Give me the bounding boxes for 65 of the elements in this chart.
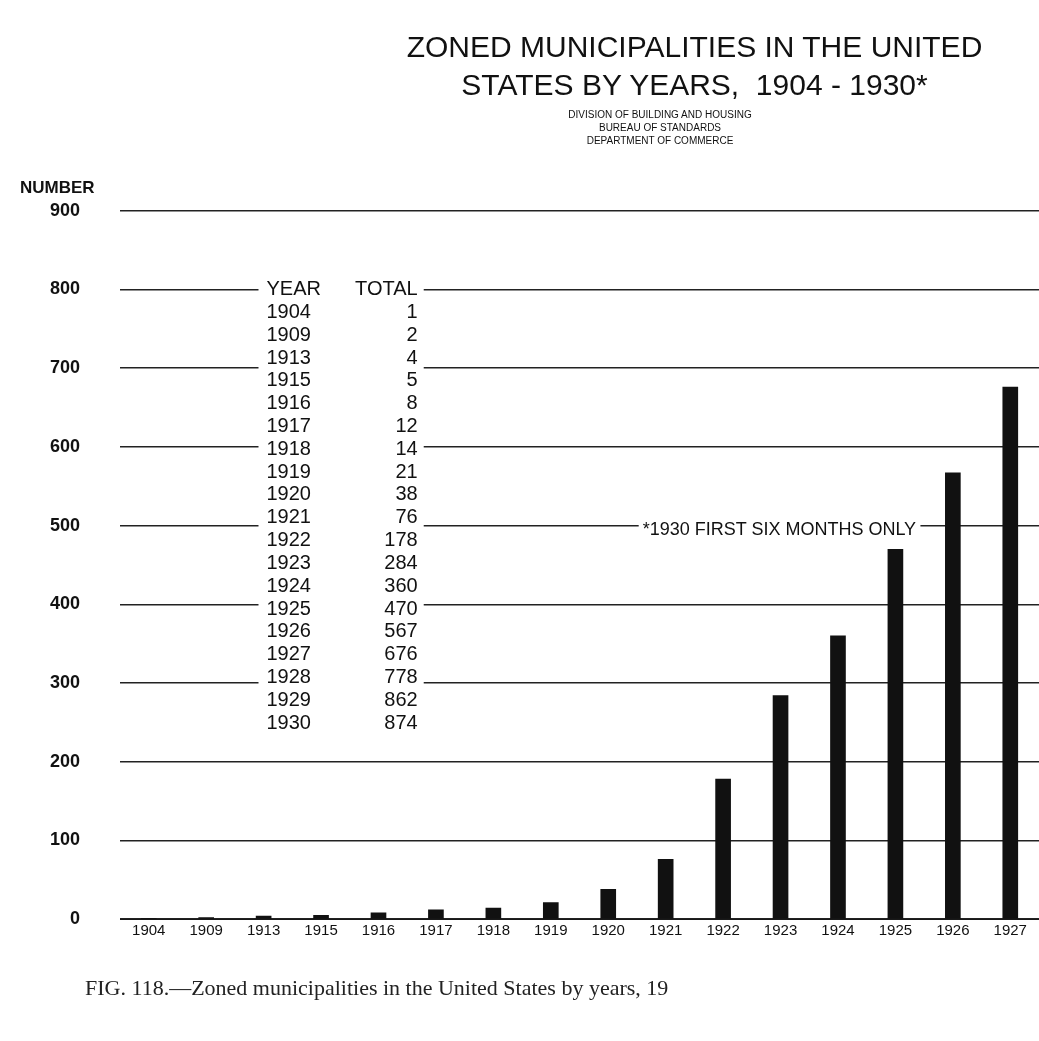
text: 1921 76	[266, 505, 418, 528]
text: 1922 178	[266, 528, 418, 551]
x-tick-label: 1913	[246, 921, 281, 939]
text: 1924 360	[266, 573, 418, 596]
y-axis-title: NUMBER	[20, 177, 95, 197]
bar	[428, 909, 444, 919]
text: 1913 4	[266, 345, 418, 368]
x-tick-label: 1924	[821, 921, 855, 939]
annotation: *1930 FIRST SIX MONTHS ONLY	[642, 518, 917, 539]
text: 1917 12	[266, 413, 418, 436]
x-tick-label: 1927	[993, 921, 1027, 939]
text: 1920 38	[266, 482, 418, 505]
y-tick-label: 100	[49, 829, 81, 850]
text: 1926 567	[266, 619, 418, 642]
text: 1927 676	[266, 642, 418, 665]
bar	[772, 695, 789, 919]
y-tick-label: 600	[49, 435, 81, 456]
y-tick-label: 300	[49, 672, 81, 693]
text: 1923 284	[266, 550, 418, 573]
bar	[485, 907, 502, 919]
x-tick-label: 1921	[648, 921, 683, 939]
bar	[255, 915, 272, 919]
x-tick-label: 1917	[419, 921, 453, 939]
x-tick-label: 1926	[936, 921, 970, 939]
x-tick-label: 1918	[476, 921, 511, 939]
bar	[600, 888, 617, 919]
y-tick-label: 200	[49, 750, 81, 771]
text: 1930 874	[266, 710, 418, 733]
text: 1916 8	[266, 391, 418, 414]
text: 1915 5	[266, 368, 418, 391]
y-tick-label: 900	[49, 199, 81, 220]
y-tick-label: 700	[49, 357, 81, 378]
text: 1909 2	[266, 322, 418, 345]
bar	[887, 548, 904, 919]
y-tick-label: 0	[70, 908, 81, 929]
chart-title: ZONED MUNICIPALITIES IN THE UNITED STATES BY YEARS, 1904 - 1930*	[405, 29, 984, 103]
x-tick-label: 1920	[591, 921, 625, 939]
bar	[1002, 386, 1019, 919]
text: 1904 1	[266, 299, 418, 322]
y-tick-label: 400	[49, 593, 81, 614]
text: 1919 21	[266, 459, 418, 482]
x-tick-label: 1916	[361, 921, 396, 939]
chart-subtitle: DIVISION OF BUILDING AND HOUSING BUREAU OF STANDARDS DEPARTMENT OF COMMERCE	[567, 108, 753, 147]
x-tick-label: 1915	[304, 921, 338, 939]
x-tick-label: 1922	[706, 921, 740, 939]
x-tick-label: 1923	[763, 921, 798, 939]
bar	[715, 778, 731, 919]
bar	[945, 472, 961, 919]
bar	[313, 914, 329, 919]
text: 1929 862	[266, 687, 418, 710]
y-tick-label: 500	[49, 514, 81, 535]
text: 1928 778	[266, 665, 418, 688]
x-tick-label: 1925	[878, 921, 913, 939]
bar	[657, 859, 674, 919]
x-tick-label: 1919	[534, 921, 568, 939]
text: 1918 14	[266, 436, 418, 459]
bar	[542, 902, 559, 919]
bar	[830, 635, 846, 919]
text: 1925 470	[266, 596, 418, 619]
caption: FIG. 118.—Zoned municipalities in the United States by years, 19	[85, 975, 669, 1001]
bar	[370, 912, 387, 919]
y-tick-label: 800	[49, 278, 81, 299]
x-tick-label: 1909	[189, 921, 223, 939]
x-tick-label: 1904	[132, 921, 166, 939]
text: YEAR TOTAL	[266, 277, 418, 300]
